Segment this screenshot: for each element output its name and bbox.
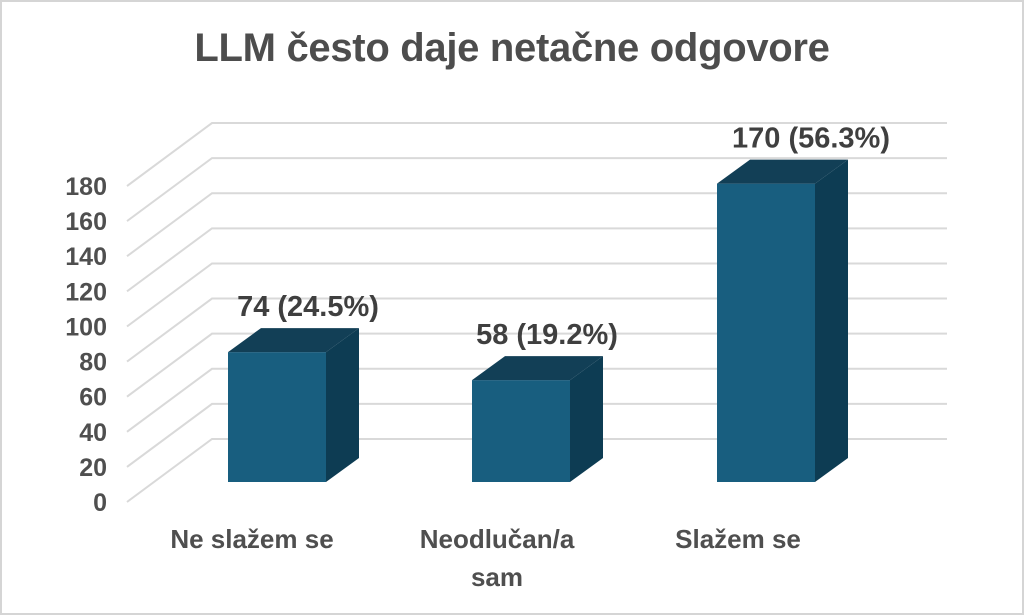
bar-data-label: 170 (56.3%) bbox=[732, 123, 890, 155]
x-category-label: Ne slažem se bbox=[170, 524, 333, 554]
y-tick-label: 80 bbox=[79, 349, 107, 377]
bar-data-label: 74 (24.5%) bbox=[237, 291, 379, 323]
bar-side-face bbox=[326, 328, 359, 482]
grid-line bbox=[126, 367, 947, 433]
grid-line bbox=[126, 332, 947, 398]
y-tick-label: 60 bbox=[79, 384, 107, 412]
y-tick-label: 120 bbox=[65, 278, 107, 306]
grid-line bbox=[126, 157, 947, 222]
grid-line bbox=[126, 262, 947, 328]
grid-line bbox=[126, 192, 947, 258]
y-tick-label: 100 bbox=[65, 313, 107, 341]
grid-line bbox=[126, 297, 947, 363]
bar-top-face bbox=[472, 356, 603, 381]
y-tick-label: 0 bbox=[93, 489, 107, 517]
bar-side-face bbox=[815, 159, 848, 482]
bar-top-face bbox=[717, 159, 848, 184]
grid-line bbox=[126, 438, 947, 503]
bar-data-label: 58 (19.2%) bbox=[476, 319, 618, 351]
x-category-label: Slažem se bbox=[675, 524, 801, 554]
x-category-label: sam bbox=[471, 562, 523, 592]
bar-side-face bbox=[570, 356, 603, 482]
grid-line bbox=[126, 402, 947, 468]
chart-title: LLM često daje netačne odgovore bbox=[194, 26, 830, 70]
x-category-label: Neodlučan/a bbox=[420, 524, 575, 554]
y-tick-label: 20 bbox=[79, 454, 107, 482]
bar-front-face bbox=[228, 352, 326, 482]
bar-front-face bbox=[717, 183, 815, 482]
y-tick-label: 160 bbox=[65, 208, 107, 236]
grid-line bbox=[126, 227, 947, 293]
bar-top-face bbox=[228, 328, 359, 353]
y-tick-label: 40 bbox=[79, 419, 107, 447]
y-tick-label: 140 bbox=[65, 243, 107, 271]
grid-line bbox=[126, 122, 947, 187]
y-tick-label: 180 bbox=[65, 173, 107, 201]
bar-front-face bbox=[472, 380, 570, 482]
